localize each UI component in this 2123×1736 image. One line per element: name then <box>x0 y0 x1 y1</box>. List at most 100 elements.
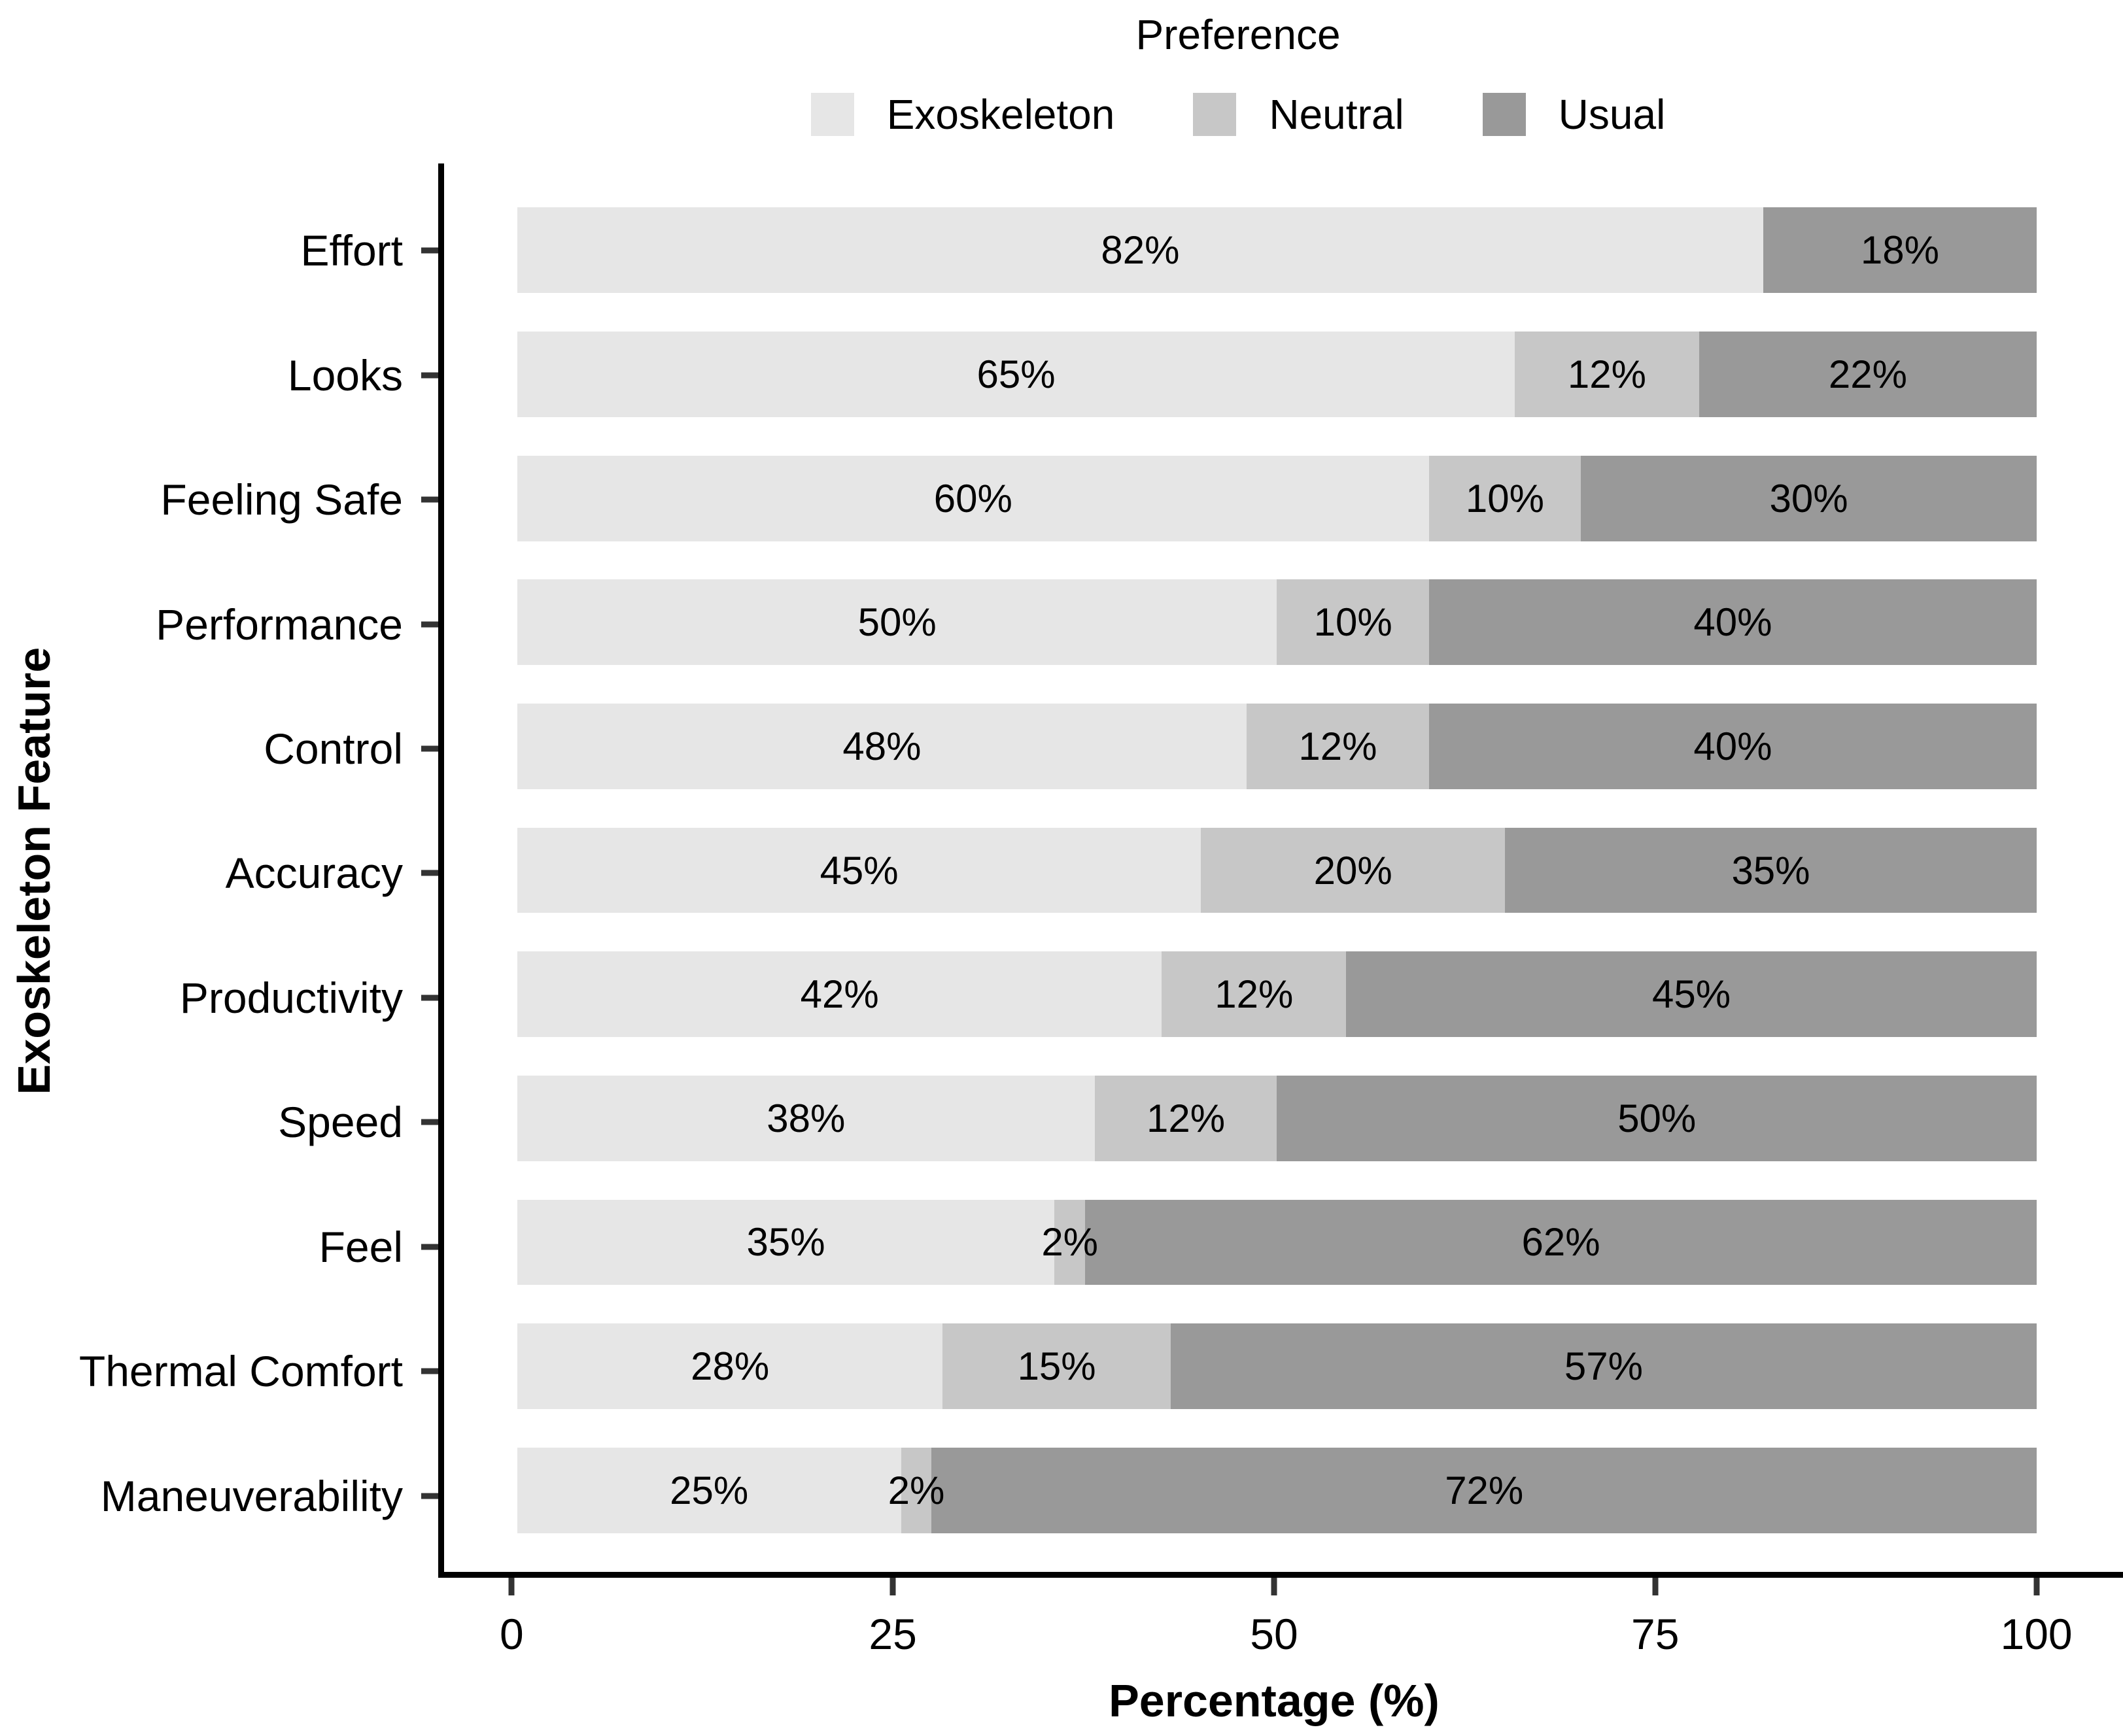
category-label: Looks <box>287 350 403 400</box>
segment-value-label: 22% <box>1828 352 1907 396</box>
category-label-row: Maneuverability <box>0 1434 438 1558</box>
category-label: Feel <box>319 1222 403 1271</box>
plot-panel: 82% 18% 65% 12% 22% 60% 10% 30% 50% 10% … <box>438 163 2123 1578</box>
segment-value-label: 2% <box>1041 1220 1099 1265</box>
x-tick-mark <box>1652 1578 1659 1595</box>
x-tick-label: 0 <box>499 1610 524 1658</box>
x-tick-mark <box>508 1578 515 1595</box>
bar-segment: 48% <box>517 703 1247 789</box>
bar-segment: 30% <box>1581 455 2037 541</box>
category-label-row: Looks <box>0 313 438 437</box>
bar-row: 25% 2% 72% <box>444 1428 2123 1552</box>
bar-segment: 57% <box>1170 1323 2037 1409</box>
bar-segment: 22% <box>1699 332 2037 417</box>
bar-segment: 18% <box>1763 207 2037 294</box>
legend: Preference Exoskeleton Neutral Usual <box>438 0 2038 163</box>
bar-row: 38% 12% 50% <box>444 1056 2123 1180</box>
x-tick-mark <box>1271 1578 1277 1595</box>
bar-segment: 12% <box>1162 951 1347 1038</box>
x-tick-label: 75 <box>1631 1610 1680 1658</box>
legend-swatch <box>810 93 854 136</box>
y-tick <box>421 1244 438 1250</box>
bar-segment: 50% <box>517 579 1277 666</box>
y-tick <box>421 621 438 628</box>
bar-segment: 12% <box>1515 332 1699 417</box>
segment-value-label: 62% <box>1521 1220 1600 1265</box>
category-label: Effort <box>300 226 403 275</box>
bar-segment: 38% <box>517 1075 1095 1161</box>
category-label: Speed <box>278 1098 403 1147</box>
bar-row: 35% 2% 62% <box>444 1180 2123 1304</box>
category-label: Control <box>264 724 403 774</box>
bar-segment: 40% <box>1428 579 2037 666</box>
segment-value-label: 50% <box>1617 1096 1697 1140</box>
bar-segment: 65% <box>517 332 1515 417</box>
category-label-row: Performance <box>0 562 438 686</box>
bar-track: 42% 12% 45% <box>517 951 2037 1038</box>
bar-segment: 45% <box>517 827 1201 913</box>
segment-value-label: 35% <box>1731 848 1810 893</box>
bar-segment: 72% <box>931 1447 2037 1533</box>
category-label-row: Thermal Comfort <box>0 1309 438 1433</box>
y-tick <box>421 247 438 254</box>
segment-value-label: 12% <box>1567 352 1647 396</box>
segment-value-label: 12% <box>1215 972 1294 1017</box>
bar-row: 82% 18% <box>444 188 2123 313</box>
bar-segment: 12% <box>1094 1075 1277 1161</box>
bar-segment: 15% <box>942 1323 1171 1409</box>
bar-track: 82% 18% <box>517 207 2037 294</box>
segment-value-label: 82% <box>1101 228 1180 273</box>
segment-value-label: 15% <box>1017 1344 1096 1389</box>
x-tick-label: 50 <box>1250 1610 1298 1658</box>
legend-label: Usual <box>1558 91 1666 138</box>
category-label-row: Feeling Safe <box>0 437 438 562</box>
bar-row: 60% 10% 30% <box>444 436 2123 560</box>
bar-segment: 28% <box>517 1323 943 1409</box>
x-tick-mark <box>2033 1578 2040 1595</box>
y-tick <box>421 745 438 752</box>
segment-value-label: 38% <box>767 1096 846 1140</box>
segment-value-label: 20% <box>1313 848 1392 893</box>
bar-segment: 10% <box>1277 579 1429 666</box>
x-tick-label: 25 <box>869 1610 917 1658</box>
category-label-row: Effort <box>0 188 438 313</box>
segment-value-label: 35% <box>746 1220 825 1265</box>
segment-value-label: 45% <box>820 848 899 893</box>
category-label-row: Feel <box>0 1185 438 1309</box>
bar-track: 25% 2% 72% <box>517 1447 2037 1533</box>
bar-track: 28% 15% 57% <box>517 1323 2037 1409</box>
bar-row: 45% 20% 35% <box>444 808 2123 932</box>
segment-value-label: 30% <box>1769 476 1848 520</box>
segment-value-label: 60% <box>933 476 1012 520</box>
segment-value-label: 28% <box>691 1344 770 1389</box>
segment-value-label: 10% <box>1465 476 1544 520</box>
bar-segment: 2% <box>888 1447 944 1533</box>
bar-row: 65% 12% 22% <box>444 313 2123 437</box>
legend-item: Neutral <box>1193 90 1404 139</box>
legend-label: Neutral <box>1269 91 1404 138</box>
legend-swatch <box>1482 93 1526 136</box>
bar-segment: 60% <box>517 455 1429 541</box>
category-label: Maneuverability <box>100 1471 403 1520</box>
bar-track: 60% 10% 30% <box>517 455 2037 541</box>
y-tick <box>421 1493 438 1499</box>
category-label: Feeling Safe <box>160 475 403 524</box>
legend-item: Exoskeleton <box>810 90 1114 139</box>
segment-value-label: 48% <box>842 724 922 768</box>
segment-value-label: 65% <box>976 352 1056 396</box>
chart-body: Exoskeleton Feature Effort Looks Feeling… <box>0 163 2123 1578</box>
bar-segment: 25% <box>517 1447 901 1533</box>
segment-value-label: 18% <box>1860 228 1939 273</box>
segment-value-label: 25% <box>670 1468 749 1512</box>
category-label-row: Accuracy <box>0 811 438 935</box>
y-tick <box>421 870 438 876</box>
y-tick <box>421 995 438 1001</box>
segment-value-label: 40% <box>1693 724 1772 768</box>
category-label: Performance <box>156 600 403 649</box>
x-tick-mark <box>889 1578 896 1595</box>
segment-value-label: 50% <box>857 600 937 645</box>
legend-row: Exoskeleton Neutral Usual <box>438 90 2038 139</box>
bar-segment: 10% <box>1428 455 1581 541</box>
y-tick <box>421 372 438 379</box>
